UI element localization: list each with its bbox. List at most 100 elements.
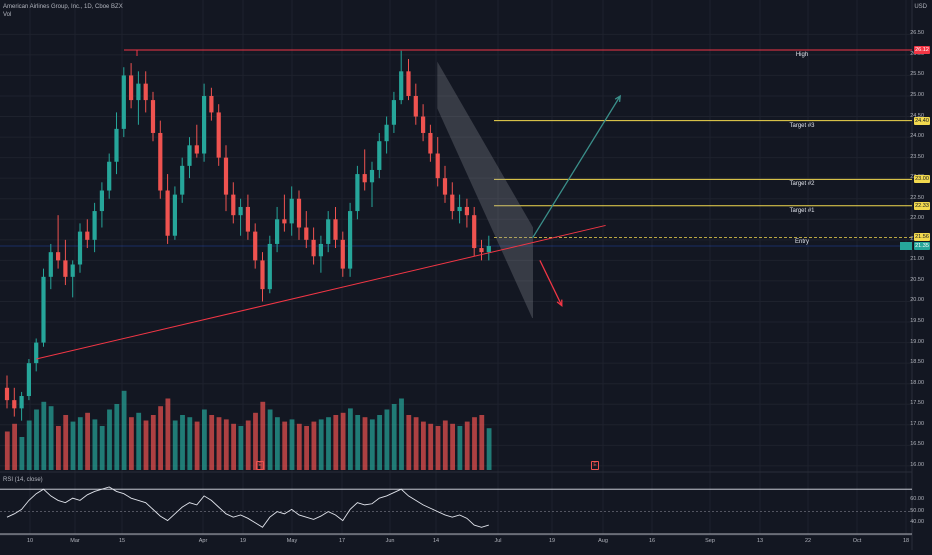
- volume-bar: [399, 398, 404, 470]
- candle-body: [129, 75, 134, 101]
- price-tick-label: 20.50: [910, 276, 924, 283]
- earnings-flag[interactable]: E: [256, 461, 264, 470]
- volume-bar: [311, 421, 317, 470]
- volume-bar: [369, 419, 375, 470]
- candle-body: [348, 211, 353, 269]
- volume-bar: [450, 423, 455, 470]
- volume-bar: [464, 421, 470, 470]
- candle-body: [143, 83, 148, 101]
- candle-body: [267, 243, 272, 290]
- candle-body: [377, 141, 382, 170]
- volume-bar: [121, 390, 127, 470]
- time-tick-label: Jul: [494, 538, 502, 544]
- price-tick-label: 19.50: [910, 318, 924, 325]
- volume-bar: [165, 398, 171, 470]
- volume-bar: [180, 415, 185, 470]
- level-label: Target #3: [789, 122, 815, 129]
- volume-bar: [158, 406, 163, 470]
- volume-bar: [340, 412, 346, 470]
- volume-bar: [304, 426, 309, 470]
- candle-body: [326, 219, 331, 244]
- candle-body: [304, 227, 309, 240]
- rsi-legend[interactable]: RSI (14, close): [3, 477, 43, 483]
- volume-bar: [267, 409, 273, 470]
- candle-body: [260, 260, 265, 290]
- candle-body: [406, 71, 411, 96]
- volume-legend[interactable]: Vol: [3, 12, 12, 18]
- candle-body: [56, 252, 61, 261]
- candle-body: [296, 198, 302, 228]
- candle-body: [362, 174, 367, 183]
- candle-body: [99, 190, 104, 212]
- candle-body: [41, 276, 46, 343]
- volume-bar: [143, 420, 149, 470]
- candle-body: [158, 132, 163, 191]
- volume-bar: [355, 415, 361, 470]
- volume-bar: [282, 421, 288, 470]
- time-tick-label: 18: [902, 538, 910, 544]
- volume-bar: [260, 401, 266, 470]
- candle-body: [428, 132, 433, 154]
- volume-bar: [421, 421, 426, 470]
- rsi-line: [6, 486, 489, 528]
- volume-bar: [275, 417, 280, 470]
- candle-body: [187, 145, 192, 166]
- price-tick-label: 18.50: [910, 359, 924, 366]
- volume-bar: [435, 426, 441, 470]
- volume-bar: [136, 412, 142, 470]
- volume-bar: [362, 417, 368, 470]
- candle-body: [48, 252, 53, 277]
- price-tick-label: 23.50: [910, 153, 924, 160]
- candle-body: [421, 116, 426, 133]
- price-tag: 21.35: [914, 242, 930, 250]
- price-tick-label: 17.50: [910, 400, 924, 407]
- price-tick-label: 24.50: [910, 112, 924, 119]
- time-tick-label: 17: [338, 538, 346, 544]
- volume-bar: [48, 406, 54, 470]
- volume-bar: [63, 415, 69, 470]
- volume-bar: [231, 423, 236, 470]
- volume-bar: [187, 417, 193, 470]
- volume-bar: [56, 426, 61, 470]
- level-label: Target #2: [789, 181, 815, 188]
- candle-body: [4, 387, 10, 401]
- time-tick-label: 16: [648, 538, 656, 544]
- volume-bar: [296, 423, 302, 470]
- candle-body: [464, 206, 469, 216]
- price-tick-label: 26.50: [910, 30, 924, 37]
- candle-body: [289, 198, 294, 224]
- volume-bar: [77, 417, 83, 470]
- candle-body: [180, 165, 185, 195]
- volume-bar: [479, 415, 485, 470]
- candle-body: [172, 194, 177, 236]
- candle-body: [413, 95, 418, 117]
- volume-bar: [238, 426, 244, 470]
- symbol-title[interactable]: American Airlines Group, Inc., 1D, Cboe …: [3, 4, 123, 10]
- arrow-down: [539, 260, 563, 306]
- candle-body: [245, 206, 250, 232]
- candle-body: [12, 400, 17, 409]
- candle-body: [253, 231, 258, 261]
- candle-body: [19, 396, 24, 409]
- time-tick-label: 19: [239, 538, 247, 544]
- volume-bar: [150, 415, 156, 470]
- price-tick-label: 21.00: [910, 256, 924, 263]
- time-tick-label: 10: [26, 538, 34, 544]
- candle-body: [340, 239, 345, 269]
- candle-body: [216, 112, 221, 158]
- volume-bar: [114, 404, 120, 470]
- volume-bar: [202, 409, 207, 470]
- candle-body: [311, 239, 316, 257]
- candle-body: [472, 215, 477, 249]
- time-tick-label: 14: [432, 538, 440, 544]
- earnings-flag[interactable]: E: [591, 461, 599, 470]
- volume-bar: [406, 415, 412, 470]
- price-tick-label: 16.50: [910, 441, 924, 448]
- candle-body: [318, 243, 323, 257]
- currency-label[interactable]: USD: [914, 4, 927, 10]
- price-tick-label: 20.00: [910, 297, 924, 304]
- time-tick-label: 22: [804, 538, 812, 544]
- volume-bar: [4, 431, 10, 470]
